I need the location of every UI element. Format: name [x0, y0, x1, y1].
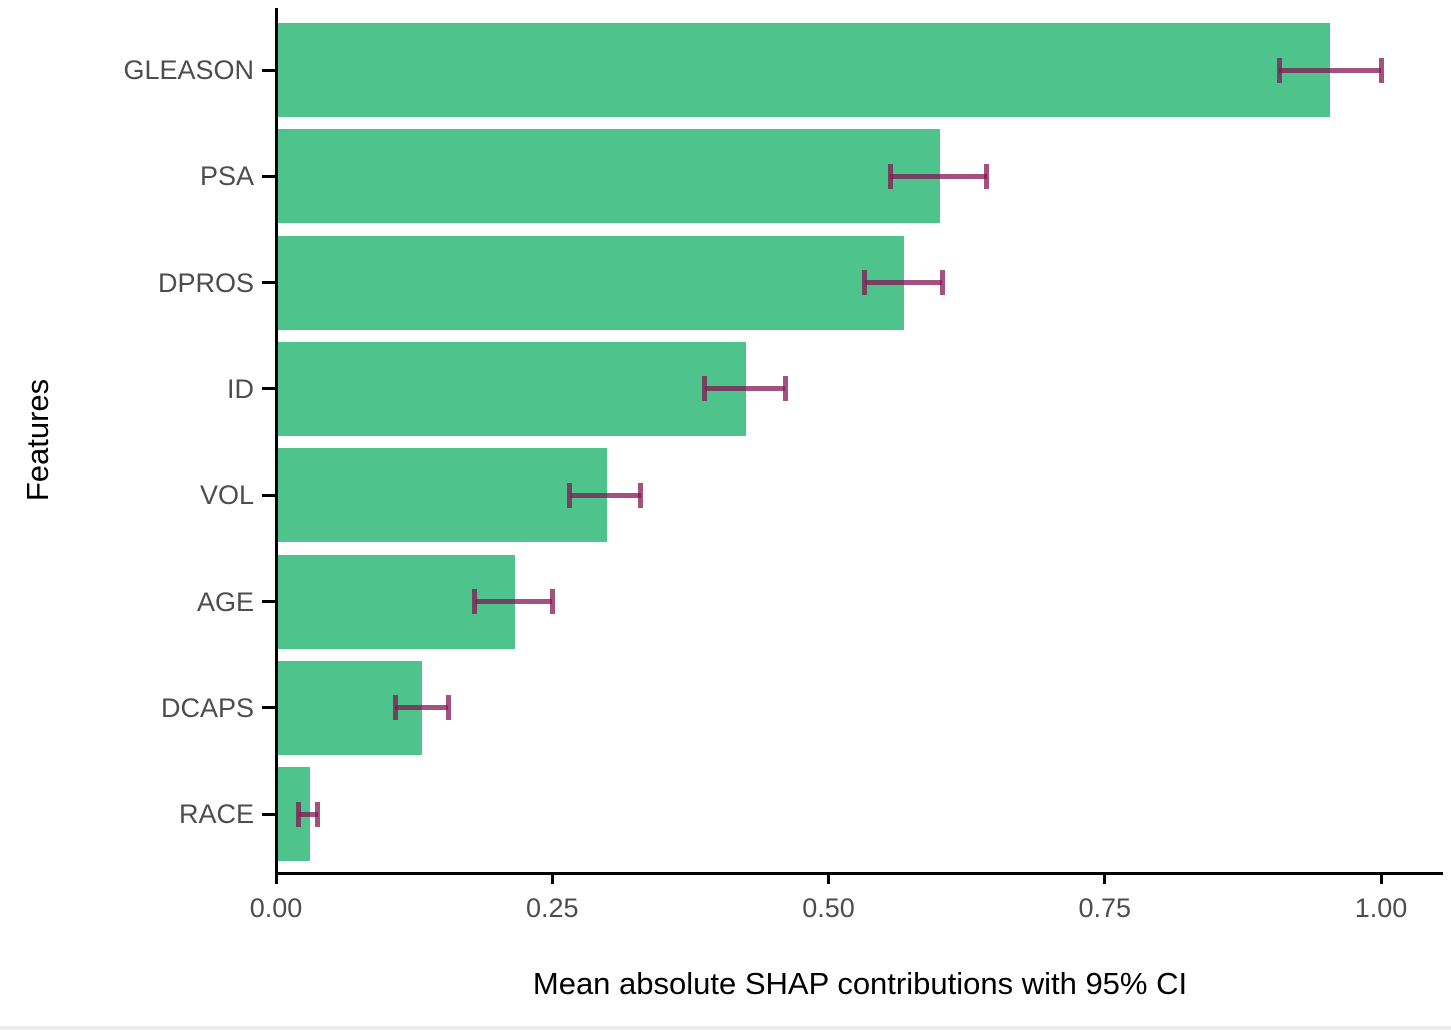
y-tick-mark-gleason	[262, 68, 275, 72]
bar-dpros	[277, 235, 904, 330]
x-tick-label-0.25: 0.25	[525, 893, 579, 923]
error-bar-cap-left-dpros	[862, 270, 868, 296]
y-tick-label-dpros: DPROS	[157, 267, 254, 298]
y-tick-label-age: AGE	[196, 586, 254, 617]
x-tick-label-0.50: 0.50	[802, 893, 855, 923]
bar-gleason	[277, 23, 1331, 117]
x-tick-mark-1.00	[1379, 875, 1383, 884]
error-bar-cap-left-race	[295, 801, 301, 827]
y-tick-mark-dpros	[262, 281, 275, 285]
x-tick-mark-0.75	[1103, 875, 1107, 884]
y-tick-mark-psa	[262, 174, 275, 178]
x-tick-label-0.00: 0.00	[249, 893, 303, 923]
y-tick-mark-dcaps	[262, 706, 275, 710]
error-bar-cap-right-id	[782, 376, 788, 402]
error-bar-line-id	[704, 386, 786, 392]
error-bar-line-vol	[569, 492, 641, 498]
x-tick-mark-0.00	[274, 875, 278, 884]
error-bar-cap-left-age	[472, 589, 478, 614]
x-tick-label-1.00: 1.00	[1354, 893, 1408, 923]
error-bar-cap-left-vol	[567, 482, 573, 508]
error-bar-cap-left-psa	[887, 163, 893, 189]
y-tick-label-gleason: GLEASON	[123, 55, 254, 85]
error-bar-cap-left-dcaps	[392, 695, 398, 721]
error-bar-cap-left-gleason	[1276, 57, 1282, 83]
x-axis-line	[275, 872, 1443, 875]
y-tick-mark-id	[262, 387, 275, 391]
bar-psa	[277, 129, 940, 224]
y-tick-label-race: RACE	[178, 799, 254, 830]
y-tick-label-psa: PSA	[199, 161, 254, 192]
y-axis-line	[275, 8, 278, 875]
error-bar-line-dpros	[864, 280, 943, 286]
y-tick-mark-age	[262, 600, 275, 603]
error-bar-line-race	[298, 811, 318, 817]
error-bar-line-gleason	[1279, 67, 1381, 73]
bottom-border-strip	[0, 1026, 1451, 1030]
bar-vol	[277, 448, 608, 543]
y-tick-label-dcaps: DCAPS	[160, 692, 254, 723]
error-bar-cap-right-age	[549, 589, 555, 614]
y-tick-label-vol: VOL	[199, 480, 254, 511]
x-tick-label-0.75: 0.75	[1078, 893, 1132, 923]
error-bar-cap-right-race	[315, 801, 321, 827]
y-tick-mark-race	[262, 812, 275, 816]
y-tick-label-id: ID	[227, 373, 254, 404]
error-bar-cap-left-id	[702, 376, 708, 402]
y-tick-mark-vol	[262, 493, 275, 497]
error-bar-cap-right-dpros	[939, 270, 945, 296]
error-bar-line-age	[474, 599, 553, 604]
error-bar-line-dcaps	[395, 705, 449, 711]
x-axis-title: Mean absolute SHAP contributions with 95…	[532, 966, 1188, 1001]
error-bar-line-psa	[890, 173, 987, 179]
error-bar-cap-right-vol	[638, 482, 644, 508]
bar-id	[277, 341, 746, 436]
x-tick-mark-0.25	[550, 875, 554, 884]
x-tick-mark-0.50	[827, 875, 830, 884]
error-bar-cap-right-psa	[984, 163, 989, 189]
error-bar-cap-right-gleason	[1378, 57, 1384, 83]
error-bar-cap-right-dcaps	[445, 695, 451, 721]
